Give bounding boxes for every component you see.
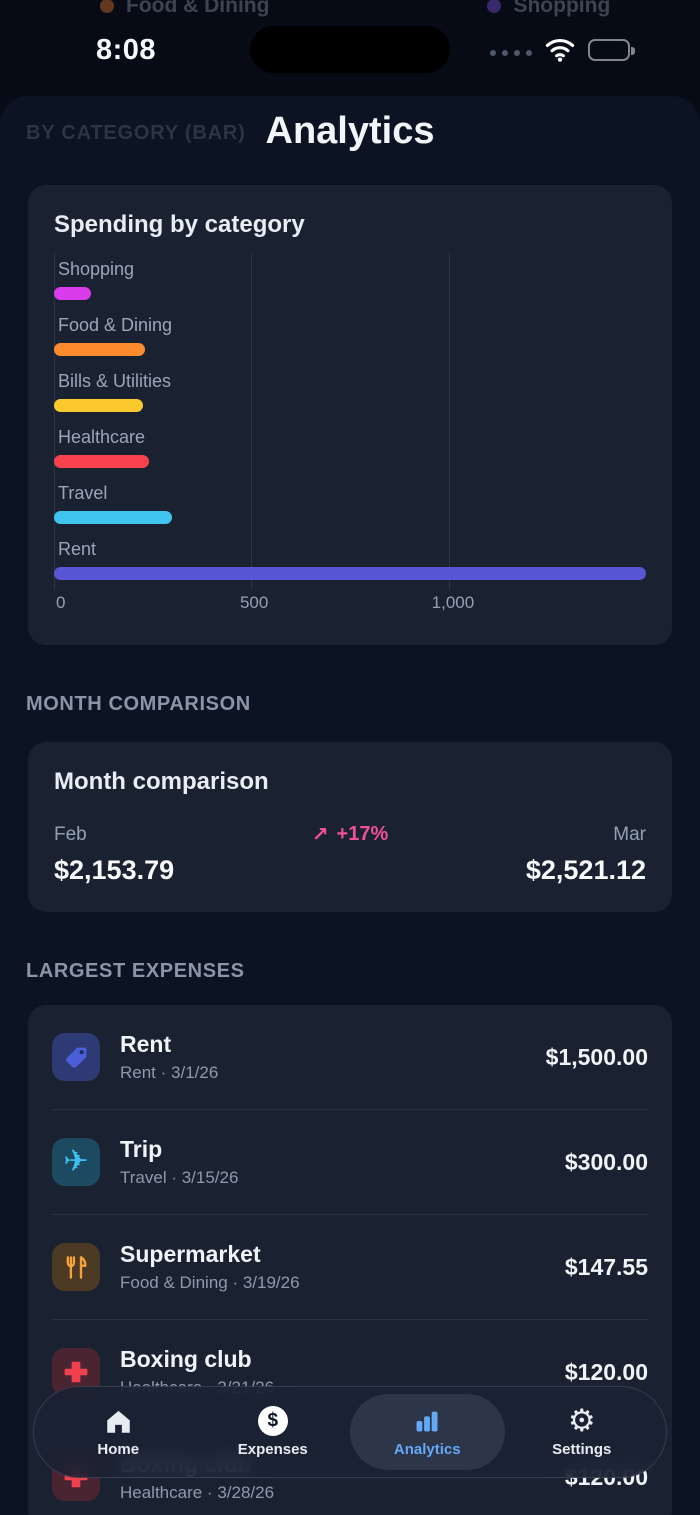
chart-title: Spending by category [54,211,305,238]
tab-label: Home [97,1441,140,1458]
expense-amount: $120.00 [564,1358,648,1385]
month-comparison-card: Month comparison Feb ↗ +17% Mar $2,153.7… [28,742,672,912]
peek-item-food-dining: Food & Dining [100,0,269,18]
chart-category-label: Food & Dining [58,315,173,335]
month-comparison-title: Month comparison [54,768,269,795]
chart-bar [54,455,149,468]
chart-bar-row: Bills & Utilities [54,369,646,412]
expense-name: Trip [120,1136,163,1162]
spending-by-category-card: Spending by category Shopping Food & Din… [28,185,672,645]
x-axis: 0 500 1,000 [54,593,646,619]
category-dot-purple-icon [487,0,502,13]
analytics-page: BY CATEGORY (BAR) Analytics Spending by … [0,96,700,1515]
page-title: Analytics [265,110,435,152]
peek-item-label: Food & Dining [126,0,270,17]
expense-name: Boxing club [120,1346,252,1372]
wifi-icon [545,38,575,62]
battery-icon [588,39,635,61]
tab-bar: Home $ Expenses Analytics ⚙ Settings [33,1386,667,1478]
tab-analytics[interactable]: Analytics [350,1394,505,1470]
chart-category-label: Bills & Utilities [58,371,172,391]
chart-bar [54,511,173,524]
dynamic-island [250,26,450,73]
bar-chart-icon [413,1406,441,1436]
tag-icon [52,1033,100,1081]
chart-category-label: Rent [58,539,97,559]
bar-chart: Shopping Food & Dining Bills & Utilities… [54,253,646,619]
category-dot-orange-icon [100,0,114,13]
dollar-circle-icon: $ [257,1406,288,1436]
section-label-largest-expenses: LARGEST EXPENSES [26,960,245,982]
chart-bar-row: Healthcare [54,425,646,468]
left-month-amount: $2,153.79 [54,855,175,885]
chart-bar [54,399,143,412]
tab-label: Expenses [237,1441,308,1458]
gridline-1000 [448,253,450,589]
expense-meta: Food & Dining · 3/19/26 [120,1273,300,1292]
expense-amount: $147.55 [564,1253,648,1280]
expense-meta: Travel · 3/15/26 [120,1168,239,1187]
gridline-0 [54,253,55,589]
airplane-icon: ✈ [52,1138,100,1186]
gridline-500 [251,253,253,589]
status-bar: 8:08 [0,24,700,76]
chart-category-label: Travel [58,483,108,503]
ghost-section-label: BY CATEGORY (BAR) [26,122,246,144]
section-label-month-comparison: MONTH COMPARISON [26,693,251,715]
expense-amount: $300.00 [564,1148,648,1175]
peek-item-label: Shopping [513,0,611,17]
expense-meta: Rent · 3/1/26 [120,1063,219,1082]
left-month-label: Feb [54,823,87,845]
tab-home[interactable]: Home [41,1394,196,1470]
cellular-dots-icon [490,50,532,56]
chart-bar [54,567,646,580]
change-percent: ↗ +17% [312,822,388,847]
status-icons [490,38,636,62]
expense-meta: Healthcare · 3/28/26 [120,1483,275,1502]
status-time: 8:08 [96,33,157,66]
tab-label: Settings [552,1441,612,1458]
chart-category-label: Healthcare [58,427,146,447]
peek-item-shopping: Shopping [487,0,610,18]
chart-bar-row: Food & Dining [54,313,646,356]
chart-bar-row: Rent [54,537,646,580]
expense-row-trip[interactable]: ✈ Trip Travel · 3/15/26 $300.00 [52,1110,648,1215]
expense-row-supermarket[interactable]: Supermarket Food & Dining · 3/19/26 $147… [52,1215,648,1320]
trend-up-icon: ↗ [311,824,329,846]
x-tick-label: 500 [239,593,269,612]
background-peek-row: Food & Dining Shopping [0,0,700,18]
right-month-amount: $2,521.12 [525,855,646,885]
x-tick-label: 0 [56,593,66,612]
background-peek: Food & Dining Shopping [0,0,700,100]
expense-row-rent[interactable]: Rent Rent · 3/1/26 $1,500.00 [52,1005,648,1110]
expense-name: Supermarket [120,1241,261,1267]
expense-amount: $1,500.00 [545,1043,648,1070]
gear-icon: ⚙ [567,1402,596,1439]
expense-name: Rent [120,1031,172,1057]
chart-bar [54,287,92,300]
chart-category-label: Shopping [58,259,135,279]
right-month-label: Mar [613,823,646,845]
chart-bar-row: Shopping [54,257,646,300]
home-icon [105,1406,132,1436]
x-tick-label: 1,000 [431,593,475,612]
tab-settings[interactable]: ⚙ Settings [505,1394,660,1470]
change-value: +17% [336,823,389,845]
tab-label: Analytics [393,1441,461,1458]
utensils-icon [52,1243,100,1291]
chart-bar [54,343,145,356]
chart-bar-row: Travel [54,481,646,524]
tab-expenses[interactable]: $ Expenses [196,1394,351,1470]
